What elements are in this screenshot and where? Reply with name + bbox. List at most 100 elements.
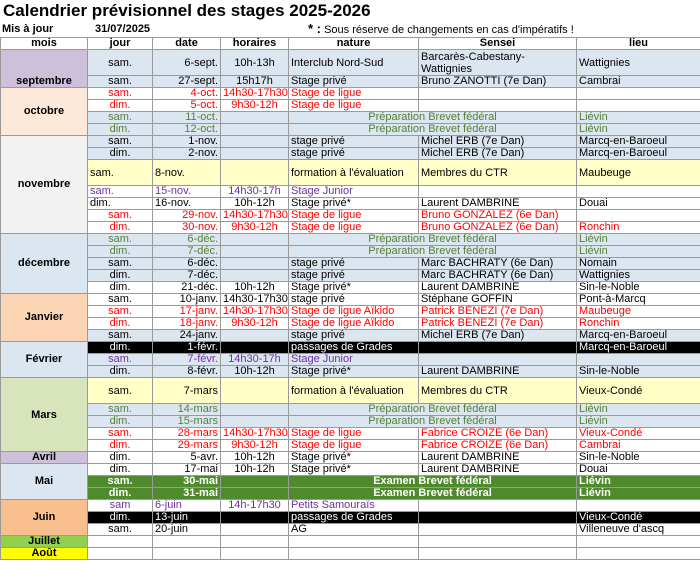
cell-nature: Petits Samouraïs <box>288 499 419 512</box>
cell-merged: Préparation Brevet fédéral <box>288 111 577 124</box>
cell-date: 8-févr. <box>152 365 221 378</box>
table-row: sam. 7-févr. 14h30-17h Stage Junior <box>1 353 700 366</box>
cell-sensei: Fabrice CROIZE (6e Dan) <box>418 427 577 440</box>
cell-sensei: Bruno ZANOTTI (7e Dan) <box>418 75 577 88</box>
cell-jour: dim. <box>87 415 153 428</box>
table-row: dim. 31-mai Examen Brevet fédéral Liévin <box>1 487 700 500</box>
cell-lieu <box>576 99 700 112</box>
cell-horaires: 9h30-12h <box>220 317 289 330</box>
table-row: Juin sam 6-juin 14h-17h30 Petits Samoura… <box>0 499 700 536</box>
cell-jour: dim. <box>87 451 153 464</box>
cell-jour: sam. <box>87 75 153 88</box>
cell-jour: sam. <box>87 353 153 366</box>
table-row: Août <box>0 547 700 560</box>
table-row: dim. 21-déc. 10h-12h Stage privé* Lauren… <box>1 281 700 294</box>
cell-nature: Stage de ligue <box>288 209 419 222</box>
cell-sensei: Laurent DAMBRINE <box>418 281 577 294</box>
cell-date: 28-mars <box>152 427 221 440</box>
table-row: dim. 18-janv. 9h30-12h Stage de ligue Aï… <box>1 317 700 330</box>
cell-jour: dim. <box>87 281 153 294</box>
cell-date <box>152 547 221 560</box>
cell-lieu: Sin-le-Noble <box>576 365 700 378</box>
cell-horaires <box>220 415 289 428</box>
cell-sensei <box>418 353 577 366</box>
cell-jour: sam <box>87 499 153 512</box>
cell-jour: sam. <box>87 209 153 222</box>
update-label: Mis à jour <box>2 23 54 35</box>
cell-horaires: 14h30-17h30 <box>220 293 289 306</box>
table-row: dim. 15-mars Préparation Brevet fédéral … <box>1 415 700 428</box>
cell-date: 7-déc. <box>152 269 221 282</box>
col-sensei: Sensei <box>418 37 577 50</box>
cell-horaires <box>220 535 289 548</box>
cell-date: 6-sept. <box>152 49 221 76</box>
table-row: dim. 29-mars 9h30-12h Stage de ligue Fab… <box>1 439 700 452</box>
cell-sensei <box>418 87 577 100</box>
cell-nature: stage privé <box>288 147 419 160</box>
cell-lieu: Maubeuge <box>576 305 700 318</box>
cell-horaires <box>220 341 289 354</box>
cell-lieu: Maubeuge <box>576 159 700 186</box>
cell-date: 6-déc. <box>152 257 221 270</box>
cell-lieu: Sin-le-Noble <box>576 451 700 464</box>
cell-sensei: Laurent DAMBRINE <box>418 451 577 464</box>
note-star: * : <box>308 21 321 36</box>
cell-date: 31-mai <box>152 487 221 500</box>
reservation-note: * : Sous réserve de changements en cas d… <box>308 21 574 37</box>
cell-jour: dim. <box>87 439 153 452</box>
cell-lieu: Sin-le-Noble <box>576 281 700 294</box>
table-row: sam. 24-janv. stage privé Michel ERB (7e… <box>1 329 700 342</box>
month-fevrier: Février <box>0 341 88 378</box>
cell-jour: dim. <box>87 197 153 210</box>
table-row: Février dim. 1-févr. passages de Grades … <box>0 341 700 378</box>
cell-nature: Stage privé <box>288 75 419 88</box>
cell-lieu: Liévin <box>576 123 700 136</box>
col-nature: nature <box>288 37 419 50</box>
table-row: sam. 28-mars 14h30-17h30 Stage de ligue … <box>1 427 700 440</box>
cell-date <box>152 535 221 548</box>
cell-lieu: Nomain <box>576 257 700 270</box>
table-row: dim. 12-oct. Préparation Brevet fédéral … <box>1 123 700 136</box>
cell-nature: Interclub Nord-Sud <box>288 49 419 76</box>
table-row: sam. 20-juin AG Villeneuve d'ascq <box>1 523 700 536</box>
cell-jour: dim. <box>87 245 153 258</box>
cell-sensei: Patrick BENEZI (7e Dan) <box>418 305 577 318</box>
cell-nature: Stage privé* <box>288 281 419 294</box>
cell-nature: Stage de ligue Aïkido <box>288 305 419 318</box>
cell-jour <box>87 535 153 548</box>
table-row: sam. 17-janv. 14h30-17h30 Stage de ligue… <box>1 305 700 318</box>
table-row: sam. 30-mai Examen Brevet fédéral Liévin <box>1 475 700 488</box>
cell-merged: Examen Brevet fédéral <box>288 487 577 500</box>
cell-lieu <box>576 87 700 100</box>
cell-nature: stage privé <box>288 269 419 282</box>
cell-lieu: Villeneuve d'ascq <box>576 523 700 536</box>
cell-horaires: 14h30-17h30 <box>220 87 289 100</box>
month-juillet: Juillet <box>0 535 88 548</box>
cell-lieu: Wattignies <box>576 269 700 282</box>
cell-nature: formation à l'évaluation <box>288 377 419 404</box>
cell-date: 18-janv. <box>152 317 221 330</box>
cell-merged: Préparation Brevet fédéral <box>288 233 577 246</box>
table-row: sam. 27-sept. 15h17h Stage privé Bruno Z… <box>1 75 700 88</box>
cell-horaires: 9h30-12h <box>220 221 289 234</box>
cell-merged: Préparation Brevet fédéral <box>288 403 577 416</box>
cell-nature: Stage privé* <box>288 197 419 210</box>
cell-lieu: Liévin <box>576 415 700 428</box>
cell-sensei: Bruno GONZALEZ (6e Dan) <box>418 221 577 234</box>
cell-lieu: Vieux-Condé <box>576 377 700 404</box>
cell-sensei: Bruno GONZALEZ (6e Dan) <box>418 209 577 222</box>
cell-merged: Examen Brevet fédéral <box>288 475 577 488</box>
cell-lieu: Cambrai <box>576 75 700 88</box>
month-mai: Mai <box>0 463 88 500</box>
cell-date: 7-déc. <box>152 245 221 258</box>
cell-horaires <box>220 403 289 416</box>
cell-date: 16-nov. <box>152 197 221 210</box>
col-horaires: horaires <box>220 37 289 50</box>
cell-jour: dim. <box>87 99 153 112</box>
cell-date: 1-févr. <box>152 341 221 354</box>
cell-nature: Stage Junior <box>288 185 419 198</box>
cell-date: 11-oct. <box>152 111 221 124</box>
cell-lieu: Marcq-en-Baroeul <box>576 135 700 148</box>
cell-lieu: Liévin <box>576 475 700 488</box>
table-row: Mars sam. 7-mars formation à l'évaluatio… <box>0 377 700 452</box>
